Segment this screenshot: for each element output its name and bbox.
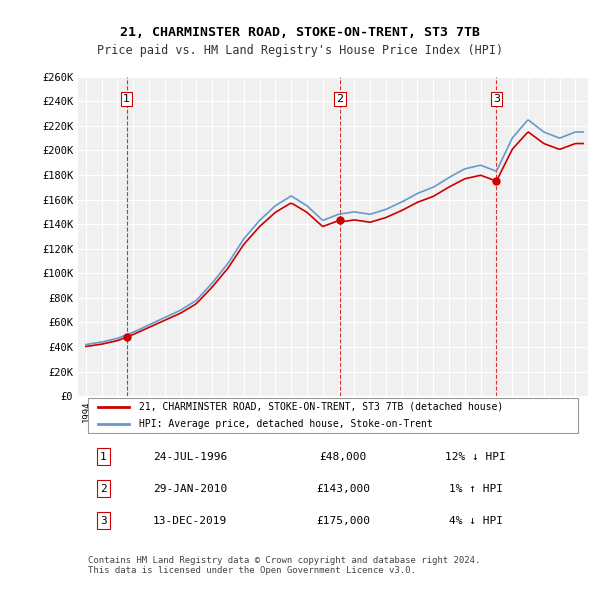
FancyBboxPatch shape xyxy=(88,398,578,432)
Text: 3: 3 xyxy=(493,94,500,104)
Text: 2: 2 xyxy=(336,94,343,104)
Text: 13-DEC-2019: 13-DEC-2019 xyxy=(153,516,227,526)
Text: 29-JAN-2010: 29-JAN-2010 xyxy=(153,484,227,494)
Text: 3: 3 xyxy=(100,516,107,526)
Text: 1: 1 xyxy=(100,452,107,462)
Text: 12% ↓ HPI: 12% ↓ HPI xyxy=(445,452,506,462)
Text: 2: 2 xyxy=(100,484,107,494)
Text: £175,000: £175,000 xyxy=(316,516,370,526)
Text: 21, CHARMINSTER ROAD, STOKE-ON-TRENT, ST3 7TB: 21, CHARMINSTER ROAD, STOKE-ON-TRENT, ST… xyxy=(120,26,480,39)
Text: Price paid vs. HM Land Registry's House Price Index (HPI): Price paid vs. HM Land Registry's House … xyxy=(97,44,503,57)
Text: 4% ↓ HPI: 4% ↓ HPI xyxy=(449,516,503,526)
Text: 1% ↑ HPI: 1% ↑ HPI xyxy=(449,484,503,494)
Text: 1: 1 xyxy=(123,94,130,104)
Text: 24-JUL-1996: 24-JUL-1996 xyxy=(153,452,227,462)
Text: 21, CHARMINSTER ROAD, STOKE-ON-TRENT, ST3 7TB (detached house): 21, CHARMINSTER ROAD, STOKE-ON-TRENT, ST… xyxy=(139,402,503,412)
Text: £143,000: £143,000 xyxy=(316,484,370,494)
Text: HPI: Average price, detached house, Stoke-on-Trent: HPI: Average price, detached house, Stok… xyxy=(139,419,433,429)
Text: £48,000: £48,000 xyxy=(320,452,367,462)
Text: Contains HM Land Registry data © Crown copyright and database right 2024.
This d: Contains HM Land Registry data © Crown c… xyxy=(88,556,481,575)
